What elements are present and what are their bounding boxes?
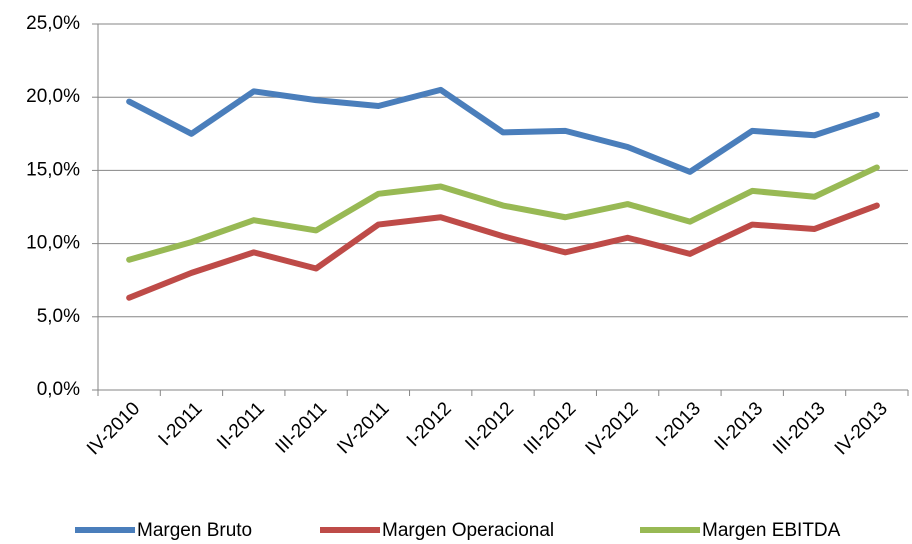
x-tick-label: II-2013 [711, 398, 768, 455]
legend-label: Margen Bruto [137, 520, 252, 541]
x-tick-label: II-2012 [461, 398, 518, 455]
series-line [126, 202, 880, 301]
x-tick-label: II-2011 [213, 398, 269, 454]
x-tick-label: IV-2012 [582, 398, 643, 459]
y-tick-label: 20,0% [26, 86, 80, 107]
y-tick-label: 0,0% [37, 379, 80, 400]
legend-label: Margen EBITDA [702, 520, 841, 541]
y-tick-label: 25,0% [26, 13, 80, 34]
x-tick-label: I-2013 [652, 398, 705, 451]
y-tick-label: 10,0% [26, 233, 80, 254]
x-tick-label: III-2011 [272, 398, 331, 457]
x-tick-label: I-2012 [403, 398, 456, 451]
x-tick-label: III-2012 [520, 398, 580, 458]
x-tick-label: I-2011 [155, 398, 207, 450]
x-tick-label: IV-2013 [831, 398, 892, 459]
series-line [126, 86, 880, 175]
x-tick-label: IV-2010 [83, 398, 144, 459]
x-tick-label: IV-2011 [333, 398, 393, 458]
series-line [126, 164, 880, 263]
y-tick-label: 5,0% [37, 306, 80, 327]
x-tick-label: III-2013 [769, 398, 829, 458]
legend-label: Margen Operacional [382, 520, 554, 541]
y-tick-label: 15,0% [26, 159, 80, 180]
